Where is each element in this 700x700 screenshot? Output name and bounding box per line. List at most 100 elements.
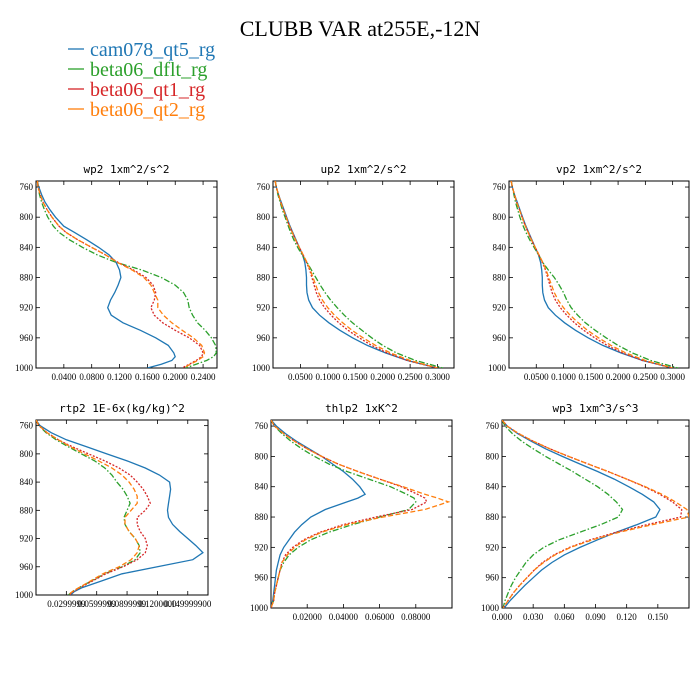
series-line-beta06_dflt_rg [510, 181, 679, 368]
y-tick-label: 960 [493, 333, 507, 343]
plot-frame [270, 419, 453, 609]
series-line-beta06_dflt_rg [502, 420, 624, 608]
x-tick-label: 0.149999900 [164, 599, 212, 609]
y-tick-label: 960 [20, 333, 34, 343]
series-line-beta06_dflt_rg [274, 181, 444, 368]
panel-title: thlp2 1xK^2 [325, 402, 398, 415]
x-tick-label: 0.1600 [135, 372, 160, 382]
legend-item: beta06_qt1_rg [68, 79, 205, 101]
y-tick-label: 760 [486, 421, 500, 431]
series-line-beta06_qt1_rg [502, 420, 683, 608]
series-line-beta06_dflt_rg [36, 420, 141, 595]
series-line-beta06_qt2_rg [274, 181, 438, 368]
chart-panel: wp2 1xm^2/s^2 760 800 840 880 920 960 1000 0.040… [15, 163, 218, 382]
x-tick-label: 0.1200 [107, 372, 132, 382]
y-tick-label: 960 [20, 562, 34, 572]
y-tick-label: 880 [20, 505, 34, 515]
y-tick-label: 1000 [250, 603, 269, 613]
panel-title: rtp2 1E-6x(kg/kg)^2 [59, 402, 185, 415]
chart-panel: thlp2 1xK^2 760 800 840 880 920 960 1000 0.02000… [250, 402, 453, 622]
x-tick-label: 0.04000 [329, 612, 359, 622]
x-tick-label: 0.2000 [163, 372, 188, 382]
x-tick-label: 0.120 [617, 612, 638, 622]
x-tick-label: 0.0800 [79, 372, 104, 382]
x-tick-label: 0.2500 [398, 372, 423, 382]
y-tick-label: 920 [257, 303, 271, 313]
plot-frame [508, 180, 690, 369]
x-tick-label: 0.000 [492, 612, 513, 622]
legend-label: beta06_qt2_rg [90, 99, 205, 121]
y-tick-label: 840 [257, 242, 271, 252]
x-tick-label: 0.2000 [606, 372, 631, 382]
plot-frame [35, 180, 218, 369]
y-tick-label: 1000 [481, 603, 500, 613]
y-tick-label: 880 [257, 273, 271, 283]
x-tick-label: 0.0500 [524, 372, 549, 382]
y-tick-label: 960 [486, 573, 500, 583]
y-tick-label: 1000 [252, 363, 271, 373]
y-tick-label: 840 [486, 482, 500, 492]
y-tick-label: 800 [486, 451, 500, 461]
x-tick-label: 0.1200000 [138, 599, 177, 609]
chart-panel: rtp2 1E-6x(kg/kg)^2 760 800 840 880 920 960 100… [15, 402, 212, 609]
x-tick-label: 0.0400 [51, 372, 76, 382]
x-tick-label: 0.030 [523, 612, 544, 622]
legend-item: cam078_qt5_rg [68, 39, 215, 61]
x-tick-label: 0.0299999 [47, 599, 86, 609]
y-tick-label: 920 [255, 542, 269, 552]
series-line-cam078_qt5_rg [502, 420, 661, 608]
y-tick-label: 920 [20, 303, 34, 313]
y-tick-label: 800 [493, 212, 507, 222]
plot-frame [272, 180, 455, 369]
y-tick-label: 920 [20, 534, 34, 544]
series-line-beta06_dflt_rg [271, 420, 417, 608]
x-tick-label: 0.06000 [365, 612, 395, 622]
x-tick-label: 0.1500 [578, 372, 603, 382]
plot-frame [35, 419, 209, 596]
y-tick-label: 760 [20, 182, 34, 192]
series-line-beta06_qt2_rg [271, 420, 451, 608]
series-line-beta06_qt2_rg [36, 420, 140, 595]
x-tick-label: 0.0899999 [108, 599, 147, 609]
series-line-beta06_qt2_rg [510, 181, 673, 368]
y-tick-label: 760 [255, 421, 269, 431]
y-tick-label: 840 [20, 477, 34, 487]
y-tick-label: 1000 [15, 363, 34, 373]
y-tick-label: 1000 [488, 363, 507, 373]
x-tick-label: 0.0500 [288, 372, 313, 382]
y-tick-label: 1000 [15, 590, 34, 600]
panel-grid: wp2 1xm^2/s^2 760 800 840 880 920 960 1000 0.040… [15, 163, 690, 622]
y-tick-label: 800 [20, 212, 34, 222]
chart-panel: up2 1xm^2/s^2 760 800 840 880 920 960 1000 0.050… [252, 163, 455, 382]
x-tick-label: 0.2400 [191, 372, 216, 382]
series-line-cam078_qt5_rg [510, 181, 673, 368]
y-tick-label: 960 [255, 573, 269, 583]
chart-panel: vp2 1xm^2/s^2 760 800 840 880 920 960 1000 0.050… [488, 163, 690, 382]
y-tick-label: 880 [486, 512, 500, 522]
y-tick-label: 760 [257, 182, 271, 192]
legend-item: beta06_dflt_rg [68, 59, 207, 81]
series-line-cam078_qt5_rg [36, 181, 176, 368]
x-tick-label: 0.1500 [343, 372, 368, 382]
legend-label: beta06_qt1_rg [90, 79, 205, 101]
y-tick-label: 840 [255, 482, 269, 492]
x-tick-label: 0.2500 [633, 372, 658, 382]
x-tick-label: 0.2000 [370, 372, 395, 382]
series-line-cam078_qt5_rg [271, 420, 367, 608]
series-line-cam078_qt5_rg [36, 420, 204, 595]
series-line-beta06_dflt_rg [36, 181, 217, 368]
x-tick-label: 0.150 [648, 612, 669, 622]
panel-title: wp3 1xm^3/s^3 [552, 402, 638, 415]
series-line-beta06_qt1_rg [274, 181, 438, 368]
y-tick-label: 800 [257, 212, 271, 222]
panel-title: up2 1xm^2/s^2 [320, 163, 406, 176]
x-tick-label: 0.0599999 [78, 599, 117, 609]
x-tick-label: 0.090 [585, 612, 606, 622]
x-tick-label: 0.3000 [425, 372, 450, 382]
series-line-beta06_qt1_rg [36, 181, 204, 368]
x-tick-label: 0.1000 [551, 372, 576, 382]
x-tick-label: 0.060 [554, 612, 575, 622]
series-line-beta06_qt1_rg [36, 420, 152, 595]
y-tick-label: 760 [493, 182, 507, 192]
